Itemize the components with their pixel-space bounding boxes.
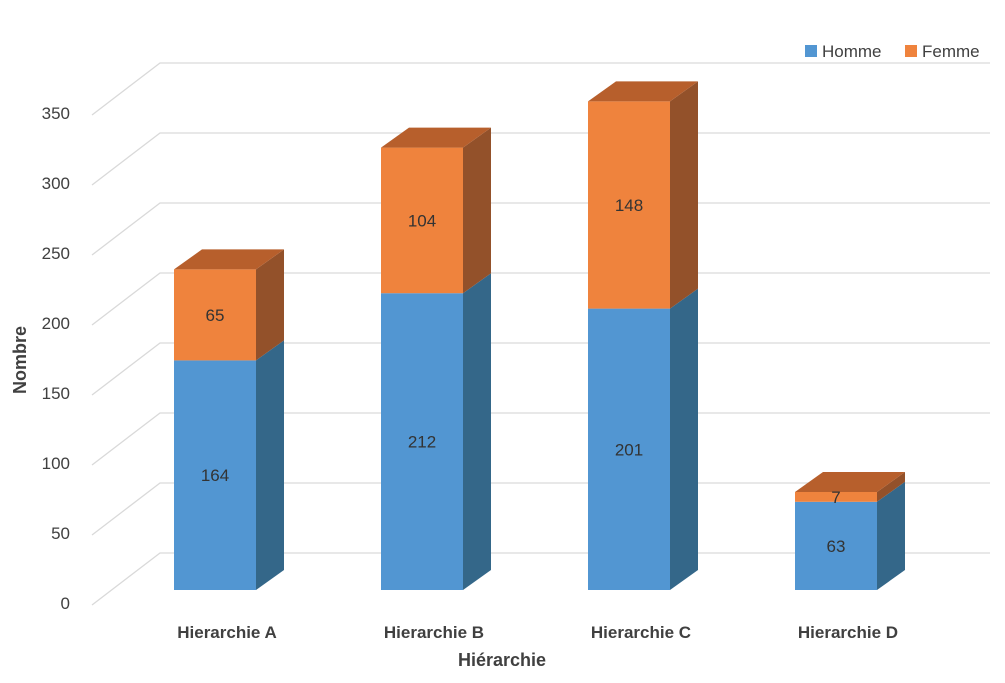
- x-category-label: Hierarchie B: [384, 623, 484, 642]
- bar-side-face: [256, 249, 284, 361]
- data-label: 65: [206, 306, 225, 325]
- y-tick-label: 0: [61, 594, 70, 613]
- gridlines: [91, 62, 990, 606]
- bar-segment-homme: [588, 308, 670, 590]
- bar-segment-homme: [795, 501, 877, 590]
- gridline: [91, 272, 990, 326]
- bar-side-face: [256, 340, 284, 590]
- y-tick-label: 50: [51, 524, 70, 543]
- x-category-label: Hierarchie C: [591, 623, 691, 642]
- legend-label: Homme: [822, 42, 882, 61]
- y-tick-label: 150: [42, 384, 70, 403]
- x-category-label: Hierarchie A: [177, 623, 277, 642]
- bar-side-face: [463, 273, 491, 590]
- bar-segment-femme: [795, 492, 877, 502]
- x-category-label: Hierarchie D: [798, 623, 898, 642]
- x-axis-categories: Hierarchie A Hierarchie B Hierarchie C Hier…: [177, 623, 898, 642]
- legend-swatch: [805, 45, 817, 57]
- bar-segment-homme: [174, 360, 256, 590]
- gridline: [91, 412, 990, 466]
- bar-segment-femme: [588, 101, 670, 309]
- y-tick-label: 350: [42, 104, 70, 123]
- bar-top-face: [174, 249, 284, 270]
- bar-top-face: [588, 81, 698, 102]
- data-label: 104: [408, 211, 436, 230]
- data-label: 212: [408, 433, 436, 452]
- bar-side-face: [463, 127, 491, 294]
- gridline: [91, 482, 990, 536]
- bar-top-face: [795, 472, 905, 492]
- gridline: [91, 62, 990, 116]
- y-tick-label: 300: [42, 174, 70, 193]
- data-label: 63: [827, 537, 846, 556]
- data-label: 164: [201, 466, 229, 485]
- bar-segment-femme: [381, 147, 463, 294]
- legend-item: Homme: [805, 42, 882, 61]
- bar-side-face: [670, 81, 698, 309]
- legend: Homme Femme: [805, 42, 980, 61]
- gridline: [91, 132, 990, 186]
- bar-side-face: [670, 288, 698, 590]
- gridline: [91, 552, 990, 606]
- y-axis-title: Nombre: [10, 326, 30, 394]
- bar-top-face: [381, 127, 491, 148]
- data-label: 148: [615, 196, 643, 215]
- y-tick-label: 250: [42, 244, 70, 263]
- gridline: [91, 202, 990, 256]
- bar-stack: [588, 81, 698, 590]
- bar-stack: [381, 127, 491, 590]
- bar-side-face: [877, 472, 905, 502]
- bar-segment-homme: [381, 293, 463, 590]
- bar-side-face: [877, 481, 905, 590]
- bar-segment-femme: [174, 269, 256, 361]
- data-label: 7: [831, 488, 840, 507]
- y-axis-ticks: 0 50 100 150 200 250 300 350: [42, 104, 70, 613]
- y-tick-label: 200: [42, 314, 70, 333]
- legend-item: Femme: [905, 42, 980, 61]
- bar-stack: [174, 249, 284, 590]
- y-tick-label: 100: [42, 454, 70, 473]
- legend-swatch: [905, 45, 917, 57]
- bars: [174, 81, 905, 590]
- data-labels: 164 65 212 104 201 148 63 7: [201, 196, 846, 556]
- data-label: 201: [615, 440, 643, 459]
- bar-stack: [795, 472, 905, 590]
- legend-label: Femme: [922, 42, 980, 61]
- x-axis-title: Hiérarchie: [458, 650, 546, 670]
- gridline: [91, 342, 990, 396]
